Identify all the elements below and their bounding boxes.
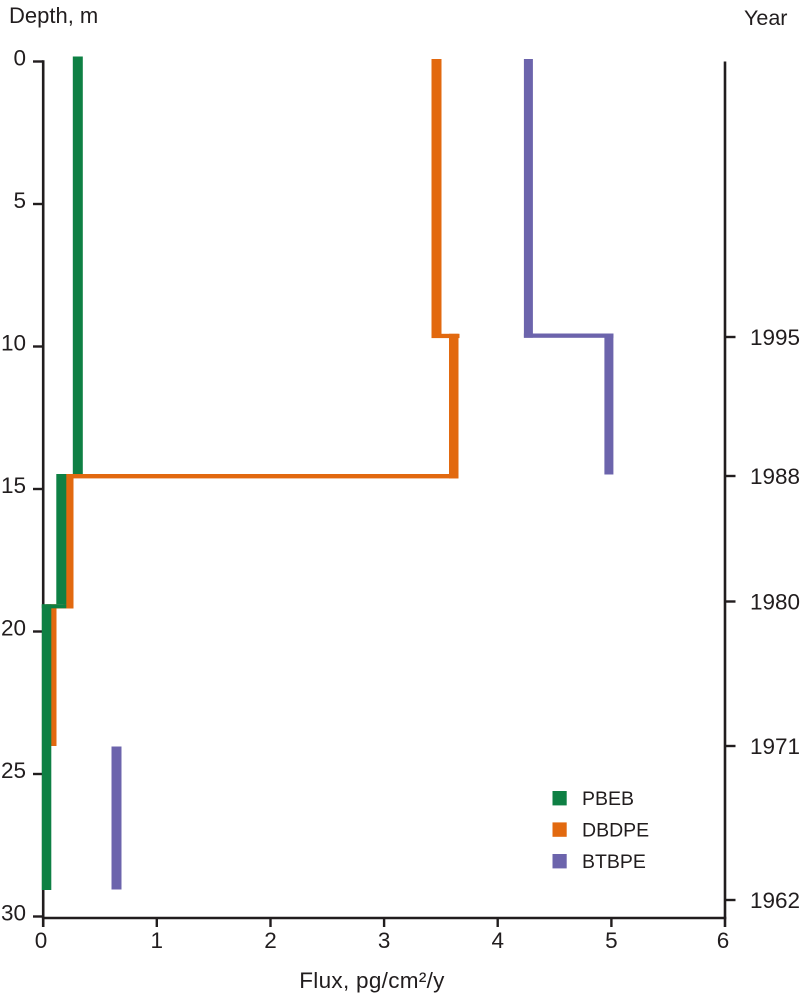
svg-text:20: 20 xyxy=(1,616,26,641)
svg-text:1995: 1995 xyxy=(750,325,800,350)
svg-text:PBEB: PBEB xyxy=(582,788,634,810)
svg-text:3: 3 xyxy=(378,928,391,953)
svg-text:15: 15 xyxy=(1,473,26,498)
svg-text:1980: 1980 xyxy=(750,590,800,615)
svg-text:DBDPE: DBDPE xyxy=(582,820,649,842)
svg-text:0: 0 xyxy=(35,928,48,953)
svg-text:5: 5 xyxy=(13,188,26,213)
svg-text:25: 25 xyxy=(1,758,26,783)
svg-text:Year: Year xyxy=(744,6,787,30)
svg-text:1: 1 xyxy=(151,928,164,953)
svg-text:Depth, m: Depth, m xyxy=(9,3,98,28)
svg-text:2: 2 xyxy=(264,928,277,953)
svg-text:30: 30 xyxy=(1,901,26,926)
svg-text:5: 5 xyxy=(605,928,618,953)
svg-text:6: 6 xyxy=(717,928,730,953)
svg-text:BTBPE: BTBPE xyxy=(582,851,646,873)
svg-text:1962: 1962 xyxy=(750,888,800,913)
svg-text:1971: 1971 xyxy=(750,734,800,759)
svg-text:Flux, pg/cm²/y: Flux, pg/cm²/y xyxy=(299,968,445,993)
svg-text:10: 10 xyxy=(1,331,26,356)
svg-text:0: 0 xyxy=(13,46,26,71)
svg-text:4: 4 xyxy=(491,928,504,953)
svg-text:1988: 1988 xyxy=(750,464,800,489)
